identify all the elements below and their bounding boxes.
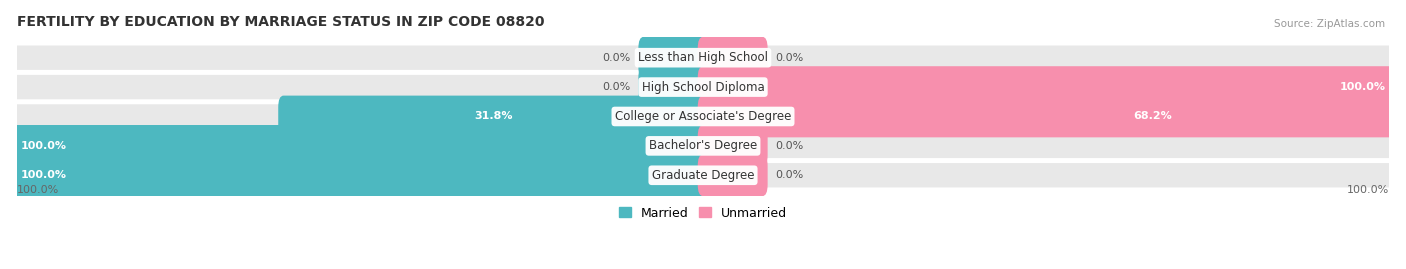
Text: 0.0%: 0.0%	[776, 141, 804, 151]
FancyBboxPatch shape	[17, 45, 1389, 70]
Text: FERTILITY BY EDUCATION BY MARRIAGE STATUS IN ZIP CODE 08820: FERTILITY BY EDUCATION BY MARRIAGE STATU…	[17, 15, 544, 29]
Text: 100.0%: 100.0%	[1347, 185, 1389, 195]
Text: 0.0%: 0.0%	[776, 170, 804, 180]
Legend: Married, Unmarried: Married, Unmarried	[613, 201, 793, 225]
FancyBboxPatch shape	[0, 154, 709, 196]
Text: 68.2%: 68.2%	[1133, 111, 1173, 122]
FancyBboxPatch shape	[638, 37, 709, 79]
FancyBboxPatch shape	[278, 95, 709, 137]
Text: Graduate Degree: Graduate Degree	[652, 169, 754, 182]
Text: College or Associate's Degree: College or Associate's Degree	[614, 110, 792, 123]
FancyBboxPatch shape	[17, 104, 1389, 129]
Text: 0.0%: 0.0%	[602, 82, 630, 92]
FancyBboxPatch shape	[697, 66, 1406, 108]
Text: 100.0%: 100.0%	[21, 141, 66, 151]
Text: 0.0%: 0.0%	[776, 53, 804, 63]
Text: High School Diploma: High School Diploma	[641, 81, 765, 94]
Text: 100.0%: 100.0%	[1340, 82, 1385, 92]
FancyBboxPatch shape	[17, 163, 1389, 187]
FancyBboxPatch shape	[638, 66, 709, 108]
FancyBboxPatch shape	[0, 125, 709, 167]
FancyBboxPatch shape	[697, 125, 768, 167]
Text: 0.0%: 0.0%	[602, 53, 630, 63]
FancyBboxPatch shape	[17, 134, 1389, 158]
Text: Less than High School: Less than High School	[638, 51, 768, 64]
Text: 31.8%: 31.8%	[474, 111, 513, 122]
FancyBboxPatch shape	[17, 75, 1389, 99]
Text: Bachelor's Degree: Bachelor's Degree	[650, 139, 756, 152]
FancyBboxPatch shape	[697, 154, 768, 196]
Text: Source: ZipAtlas.com: Source: ZipAtlas.com	[1274, 19, 1385, 29]
Text: 100.0%: 100.0%	[21, 170, 66, 180]
Text: 100.0%: 100.0%	[17, 185, 59, 195]
FancyBboxPatch shape	[697, 37, 768, 79]
FancyBboxPatch shape	[697, 95, 1406, 137]
